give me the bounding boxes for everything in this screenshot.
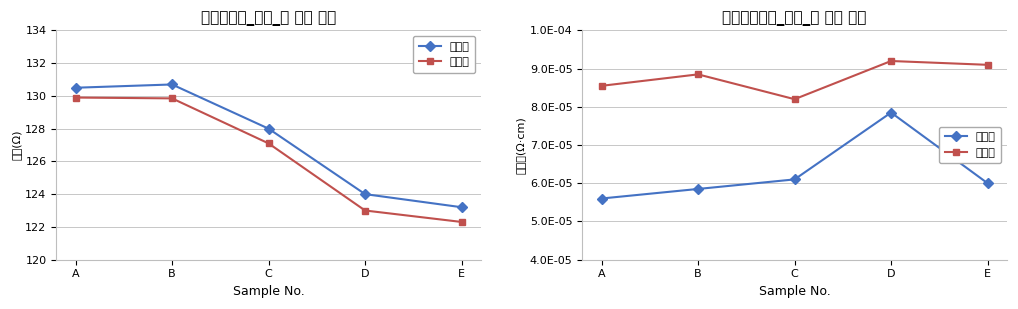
Title: 비저항균일도_완품_내 침습 시험: 비저항균일도_완품_내 침습 시험 bbox=[723, 11, 866, 26]
시험후 bbox=[789, 97, 801, 101]
시험후 bbox=[263, 142, 275, 145]
시험전 bbox=[455, 205, 467, 209]
시험후 bbox=[885, 59, 897, 63]
시험전 bbox=[596, 197, 608, 200]
시험전 bbox=[166, 83, 178, 86]
시험전 bbox=[263, 127, 275, 130]
X-axis label: Sample No.: Sample No. bbox=[758, 285, 831, 298]
시험전 bbox=[69, 86, 81, 90]
X-axis label: Sample No.: Sample No. bbox=[233, 285, 304, 298]
시험전 bbox=[359, 192, 372, 196]
시험후 bbox=[596, 84, 608, 88]
시험전 bbox=[789, 178, 801, 181]
시험전 bbox=[981, 181, 994, 185]
시험후 bbox=[455, 220, 467, 224]
Legend: 시험전, 시험후: 시험전, 시험후 bbox=[940, 127, 1002, 163]
Y-axis label: 비저항(Ω·cm): 비저항(Ω·cm) bbox=[515, 116, 525, 174]
Title: 저항균일도_완품_내 침습 시험: 저항균일도_완품_내 침습 시험 bbox=[201, 11, 336, 26]
시험전 bbox=[692, 187, 704, 191]
시험후 bbox=[981, 63, 994, 67]
시험후 bbox=[69, 96, 81, 99]
Line: 시험전: 시험전 bbox=[599, 109, 992, 202]
시험전 bbox=[885, 111, 897, 114]
Line: 시험전: 시험전 bbox=[72, 81, 465, 211]
시험후 bbox=[692, 73, 704, 76]
시험후 bbox=[166, 96, 178, 100]
Y-axis label: 저항(Ω): 저항(Ω) bbox=[11, 130, 21, 160]
시험후 bbox=[359, 209, 372, 212]
Line: 시험후: 시험후 bbox=[599, 57, 992, 103]
Line: 시험후: 시험후 bbox=[72, 94, 465, 226]
Legend: 시험전, 시험후: 시험전, 시험후 bbox=[413, 36, 475, 73]
